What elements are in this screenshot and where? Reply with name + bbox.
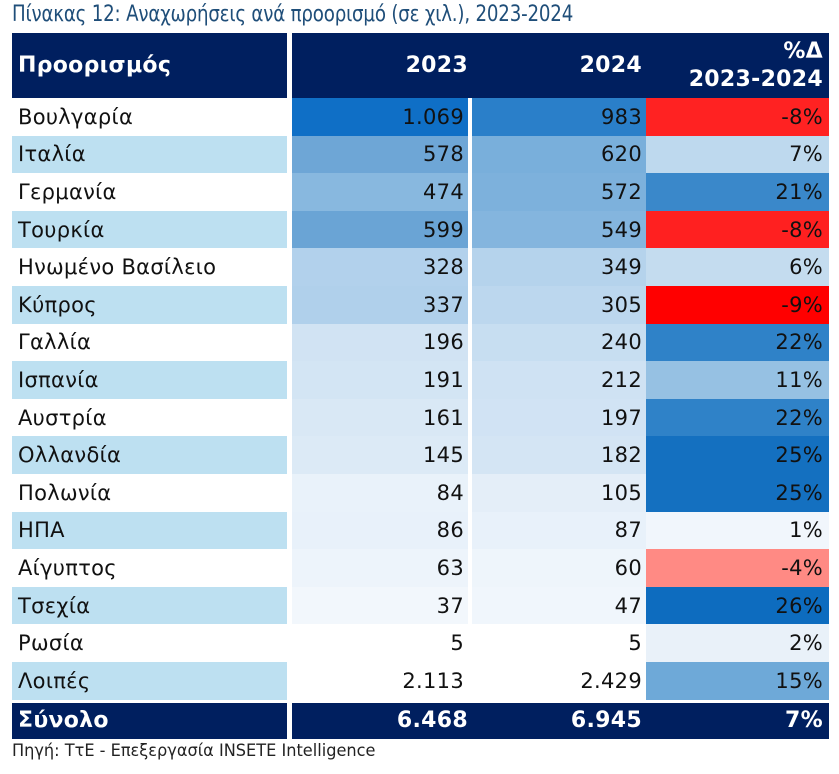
- source-note: Πηγή: ΤτΕ - Επεξεργασία INSETE Intellige…: [12, 741, 376, 761]
- header-2023: 2023: [292, 33, 472, 98]
- destination-cell: Πολωνία: [18, 480, 112, 505]
- change-cell: 25%: [646, 473, 829, 512]
- value-2024-cell: 212: [472, 361, 646, 399]
- value-2024-cell: 197: [472, 398, 646, 437]
- table-body: Βουλγαρία 1.069 983 -8% Ιταλία 578 620 7% Γερμαν…: [12, 98, 829, 700]
- change-cell: 11%: [646, 361, 829, 399]
- destination-cell: Βουλγαρία: [18, 104, 134, 129]
- destination-cell: Ηνωμένο Βασίλειο: [18, 255, 217, 280]
- table-row: Κύπρος 337 305 -9%: [12, 285, 829, 324]
- table-row: ΗΠΑ 86 87 1%: [12, 511, 829, 550]
- departures-table: Προορισμός 2023 2024 %Δ 2023-2024 Βουλγα…: [12, 33, 829, 739]
- destination-cell: Ισπανία: [12, 361, 287, 399]
- table-row: Λοιπές 2.113 2.429 15%: [12, 661, 829, 700]
- value-2023-cell: 578: [292, 135, 468, 174]
- value-2024-cell: 572: [472, 173, 646, 211]
- change-cell: 25%: [646, 436, 829, 474]
- change-cell: -8%: [646, 210, 829, 249]
- destination-cell: Τουρκία: [12, 210, 287, 249]
- table-row: Γερμανία 474 572 21%: [12, 173, 829, 211]
- table-row: Αίγυπτος 63 60 -4%: [12, 549, 829, 587]
- value-2024-cell: 182: [472, 436, 646, 474]
- destination-cell: Ολλανδία: [12, 436, 287, 474]
- value-2024-cell: 549: [472, 210, 646, 249]
- change-cell: 26%: [646, 586, 829, 625]
- change-cell: 15%: [646, 661, 829, 700]
- table-row: Ολλανδία 145 182 25%: [12, 436, 829, 474]
- table-title: Πίνακας 12: Αναχωρήσεις ανά προορισμό (σ…: [12, 2, 574, 27]
- destination-cell: Γερμανία: [18, 179, 117, 204]
- value-2023-cell: 191: [292, 361, 468, 399]
- table-row: Αυστρία 161 197 22%: [12, 398, 829, 437]
- value-2023-cell: 337: [292, 285, 468, 324]
- destination-cell: Κύπρος: [12, 285, 287, 324]
- table-row: Τσεχία 37 47 26%: [12, 586, 829, 625]
- total-label: Σύνολο: [12, 702, 287, 739]
- value-2023-cell: 86: [292, 511, 468, 550]
- table-row: Τουρκία 599 549 -8%: [12, 210, 829, 249]
- value-2024-cell: 47: [472, 586, 646, 625]
- value-2024-cell: 620: [472, 135, 646, 174]
- change-cell: 22%: [646, 398, 829, 437]
- header-change: %Δ 2023-2024: [646, 33, 829, 98]
- total-2024: 6.945: [468, 702, 646, 739]
- value-2024-cell: 105: [472, 473, 646, 512]
- destination-cell: Αυστρία: [18, 405, 107, 430]
- header-2024: 2024: [468, 33, 646, 98]
- change-cell: -4%: [646, 549, 829, 587]
- value-2023-cell: 84: [292, 473, 468, 512]
- table-row: Γαλλία 196 240 22%: [12, 323, 829, 362]
- total-2023: 6.468: [292, 702, 472, 739]
- value-2024-cell: 983: [472, 98, 646, 136]
- value-2024-cell: 305: [472, 285, 646, 324]
- value-2023-cell: 63: [292, 549, 468, 587]
- destination-cell: Αίγυπτος: [18, 555, 117, 580]
- value-2023-cell: 145: [292, 436, 468, 474]
- header-destination: Προορισμός: [12, 33, 287, 98]
- value-2024-cell: 60: [472, 549, 646, 587]
- destination-cell: Λοιπές: [12, 661, 287, 700]
- table-row: Ισπανία 191 212 11%: [12, 361, 829, 399]
- value-2023-cell: 1.069: [292, 98, 468, 136]
- destination-cell: Γαλλία: [18, 330, 92, 355]
- table-row: Ηνωμένο Βασίλειο 328 349 6%: [12, 248, 829, 286]
- destination-cell: ΗΠΑ: [12, 511, 287, 550]
- total-row: Σύνολο 6.468 6.945 7%: [12, 702, 829, 739]
- change-cell: 2%: [646, 624, 829, 662]
- value-2023-cell: 474: [292, 173, 468, 211]
- value-2023-cell: 5: [292, 624, 468, 662]
- destination-cell: Ιταλία: [12, 135, 287, 174]
- table-row: Ιταλία 578 620 7%: [12, 135, 829, 174]
- change-cell: 1%: [646, 511, 829, 550]
- value-2024-cell: 5: [472, 624, 646, 662]
- value-2024-cell: 349: [472, 248, 646, 286]
- value-2023-cell: 161: [292, 398, 468, 437]
- change-cell: -8%: [646, 98, 829, 136]
- change-cell: 6%: [646, 248, 829, 286]
- change-cell: 21%: [646, 173, 829, 211]
- header-change-symbol: %Δ: [783, 38, 823, 64]
- destination-cell: Τσεχία: [12, 586, 287, 625]
- value-2024-cell: 240: [472, 323, 646, 362]
- destination-cell: Ρωσία: [18, 631, 85, 656]
- change-cell: -9%: [646, 285, 829, 324]
- value-2023-cell: 599: [292, 210, 468, 249]
- header-change-period: 2023-2024: [688, 66, 823, 92]
- value-2023-cell: 2.113: [292, 661, 468, 700]
- value-2023-cell: 196: [292, 323, 468, 362]
- table-header-row: Προορισμός 2023 2024 %Δ 2023-2024: [12, 33, 829, 98]
- table-row: Ρωσία 5 5 2%: [12, 624, 829, 662]
- value-2024-cell: 2.429: [472, 661, 646, 700]
- change-cell: 7%: [646, 135, 829, 174]
- value-2023-cell: 37: [292, 586, 468, 625]
- total-change: 7%: [646, 702, 829, 739]
- value-2024-cell: 87: [472, 511, 646, 550]
- table-row: Βουλγαρία 1.069 983 -8%: [12, 98, 829, 136]
- value-2023-cell: 328: [292, 248, 468, 286]
- change-cell: 22%: [646, 323, 829, 362]
- table-row: Πολωνία 84 105 25%: [12, 473, 829, 512]
